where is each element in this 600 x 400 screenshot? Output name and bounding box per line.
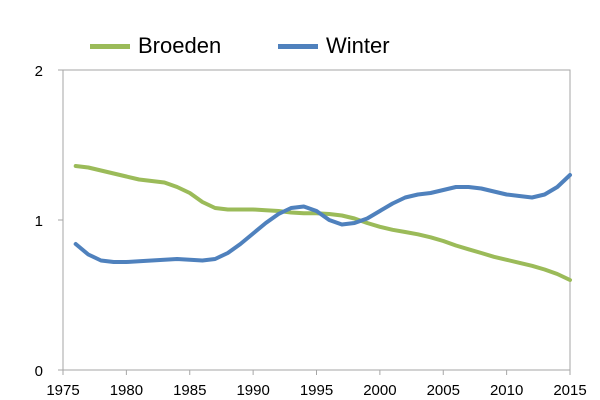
legend-swatch-broeden bbox=[90, 43, 130, 49]
legend: Broeden Winter bbox=[0, 33, 600, 63]
x-tick-label: 1990 bbox=[236, 382, 269, 399]
x-tick-label: 2005 bbox=[427, 382, 460, 399]
legend-item-winter: Winter bbox=[278, 33, 390, 59]
x-tick-label: 1985 bbox=[173, 382, 206, 399]
x-tick-label: 2015 bbox=[553, 382, 586, 399]
legend-swatch-winter bbox=[278, 43, 318, 49]
y-tick-label: 1 bbox=[35, 213, 43, 230]
y-tick-label: 2 bbox=[35, 63, 43, 80]
legend-item-broeden: Broeden bbox=[90, 33, 221, 59]
y-tick-label: 0 bbox=[35, 363, 43, 380]
x-tick-label: 1995 bbox=[300, 382, 333, 399]
legend-label-winter: Winter bbox=[326, 33, 390, 58]
x-tick-label: 2010 bbox=[490, 382, 523, 399]
x-tick-label: 2000 bbox=[363, 382, 396, 399]
series-line-winter bbox=[73, 173, 572, 264]
x-tick-label: 1980 bbox=[110, 382, 143, 399]
x-tick-label: 1975 bbox=[46, 382, 79, 399]
plot-area-border bbox=[62, 69, 571, 371]
legend-label-broeden: Broeden bbox=[138, 33, 222, 58]
series-line-broeden bbox=[73, 164, 572, 282]
